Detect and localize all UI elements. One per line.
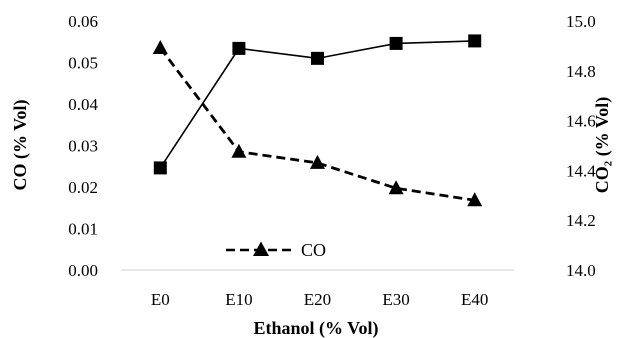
x-tick-label: E30 xyxy=(382,290,409,309)
right-tick-label: 14.0 xyxy=(566,261,596,280)
data-point-co2 xyxy=(468,34,482,48)
right-axis-title: CO₂ (% Vol) xyxy=(592,97,613,193)
legend-marker-co xyxy=(253,241,269,256)
right-tick-label: 14.4 xyxy=(566,161,596,180)
data-point-co xyxy=(388,180,404,195)
data-point-co xyxy=(231,143,247,158)
left-tick-label: 0.06 xyxy=(68,12,98,31)
x-tick-label: E0 xyxy=(151,290,170,309)
right-tick-label: 14.8 xyxy=(566,62,596,81)
legend-label-co: CO xyxy=(301,240,326,260)
data-point-co2 xyxy=(311,51,324,65)
left-axis-title: CO (% Vol) xyxy=(10,99,31,190)
left-tick-label: 0.00 xyxy=(68,261,98,280)
left-tick-label: 0.03 xyxy=(68,137,98,156)
x-tick-label: E10 xyxy=(225,290,252,309)
data-point-co2 xyxy=(153,161,167,175)
data-point-co xyxy=(152,39,168,54)
data-point-co xyxy=(310,154,325,169)
x-axis-title: Ethanol (% Vol) xyxy=(253,318,378,338)
right-axis-ticks: 14.0 14.2 14.4 14.6 14.8 15.0 xyxy=(566,12,596,280)
right-tick-label: 14.2 xyxy=(566,211,596,230)
data-point-co2 xyxy=(232,41,246,55)
data-point-co xyxy=(467,192,483,207)
right-tick-label: 14.6 xyxy=(566,112,596,131)
x-axis-ticks: E0 E10 E20 E30 E40 xyxy=(151,290,489,309)
legend: CO xyxy=(226,240,326,260)
left-tick-label: 0.02 xyxy=(68,178,98,197)
right-tick-label: 15.0 xyxy=(566,12,596,31)
series-layer xyxy=(152,34,483,207)
data-point-co2 xyxy=(389,36,403,50)
left-tick-label: 0.04 xyxy=(68,95,98,114)
x-tick-label: E40 xyxy=(461,290,488,309)
left-tick-label: 0.01 xyxy=(68,220,98,239)
left-tick-label: 0.05 xyxy=(68,54,98,73)
left-axis-ticks: 0.00 0.01 0.02 0.03 0.04 0.05 0.06 xyxy=(68,12,98,280)
x-tick-label: E20 xyxy=(304,290,331,309)
series-line-co xyxy=(159,47,475,202)
